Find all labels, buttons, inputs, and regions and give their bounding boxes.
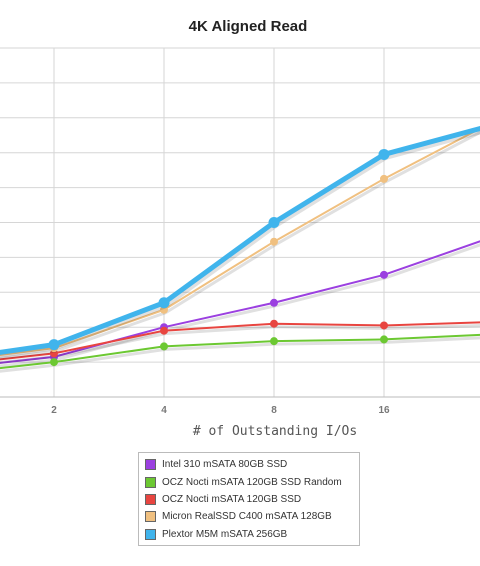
x-axis-title: # of Outstanding I/Os	[192, 424, 358, 439]
series-line	[0, 127, 480, 357]
legend-swatch	[145, 528, 156, 540]
x-tick-label: 16	[378, 405, 390, 416]
legend-label: OCZ Nocti mSATA 120GB SSD	[162, 493, 302, 505]
data-point	[50, 358, 58, 367]
legend: Intel 310 mSATA 80GB SSD OCZ Nocti mSATA …	[138, 452, 360, 546]
legend-swatch	[145, 511, 156, 523]
x-axis-ticks: 2 4 8 16	[51, 405, 390, 416]
data-point	[378, 148, 390, 160]
data-point	[48, 339, 60, 351]
series-ocz-nocti-msata-120gb-ssd-random	[0, 333, 480, 373]
legend-label: Intel 310 mSATA 80GB SSD	[162, 459, 288, 471]
data-point	[380, 270, 388, 279]
data-point	[380, 174, 388, 183]
data-point	[270, 298, 278, 307]
series-line	[0, 333, 480, 370]
legend-item: Intel 310 mSATA 80GB SSD	[145, 456, 353, 473]
legend-swatch	[145, 493, 156, 505]
series-shadow	[0, 336, 480, 373]
chart-title: 4K Aligned Read	[188, 18, 308, 35]
data-point	[158, 297, 170, 309]
line-chart: 2 4 8 16	[0, 47, 480, 416]
series-line	[0, 321, 480, 361]
legend-swatch	[145, 476, 156, 488]
series-plextor-m5m-msata-256gb	[0, 125, 480, 359]
legend-item: Micron RealSSD C400 mSATA 128GB	[145, 508, 353, 525]
legend-label: Plextor M5M mSATA 256GB	[162, 528, 288, 540]
series-line	[0, 125, 480, 355]
series-shadow	[0, 130, 480, 360]
series-line	[0, 240, 480, 364]
legend-item: Plextor M5M mSATA 256GB	[145, 526, 353, 543]
data-point	[160, 342, 168, 351]
series-shadow	[0, 243, 480, 368]
legend-item: OCZ Nocti mSATA 120GB SSD Random	[145, 473, 353, 490]
legend-item: OCZ Nocti mSATA 120GB SSD	[145, 491, 353, 508]
series-shadow	[0, 323, 480, 365]
x-tick-label: 4	[161, 405, 167, 416]
x-tick-label: 8	[271, 405, 277, 416]
data-point	[270, 237, 278, 246]
legend-label: Micron RealSSD C400 mSATA 128GB	[162, 511, 332, 523]
data-point	[270, 337, 278, 346]
grid-lines	[0, 47, 480, 398]
series-lines	[0, 125, 480, 373]
data-point	[268, 217, 280, 228]
series-micron-realssd-c400-msata-128gb	[0, 127, 480, 360]
data-point	[160, 326, 168, 335]
data-point	[380, 335, 388, 344]
data-point	[270, 319, 278, 328]
series-shadow	[0, 129, 480, 359]
legend-swatch	[145, 459, 156, 471]
data-point	[380, 321, 388, 330]
x-tick-label: 2	[51, 405, 57, 416]
legend-label: OCZ Nocti mSATA 120GB SSD Random	[162, 476, 342, 488]
